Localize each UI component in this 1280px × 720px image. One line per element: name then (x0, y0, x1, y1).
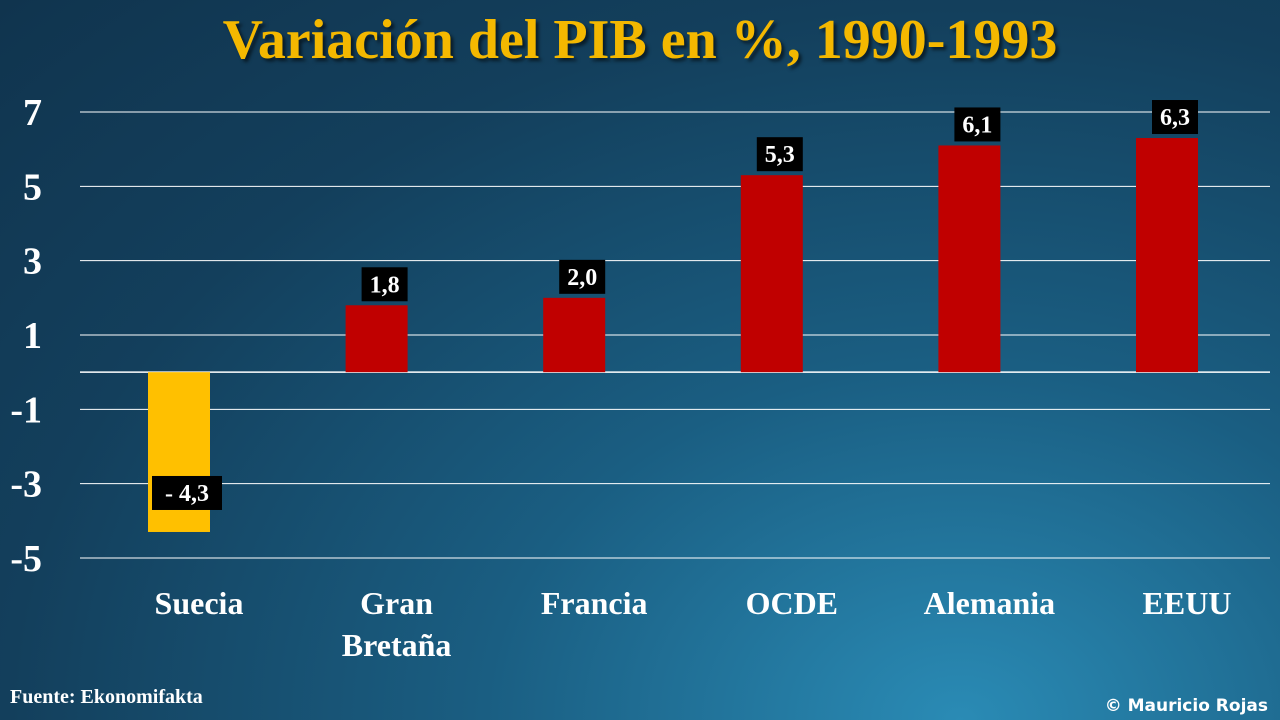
y-tick-label: 3 (23, 241, 42, 283)
bar (740, 175, 803, 373)
x-category-line: Bretaña (342, 627, 452, 663)
x-category-label: Alemania (924, 585, 1056, 621)
x-category-label: Suecia (155, 585, 244, 621)
data-label: - 4,3 (165, 481, 209, 507)
data-label: 1,8 (370, 272, 400, 298)
x-category-label: EEUU (1143, 585, 1232, 621)
bar (543, 297, 606, 373)
data-label: 2,0 (567, 265, 597, 291)
gridlines (80, 111, 1270, 559)
x-category-line: OCDE (746, 585, 838, 621)
data-label: 6,3 (1160, 105, 1190, 131)
x-category-line: EEUU (1143, 585, 1232, 621)
data-label: 5,3 (765, 142, 795, 168)
y-tick-label: 7 (23, 92, 42, 134)
data-label: 6,1 (962, 112, 992, 138)
y-axis-ticks: 7 5 3 1 -1 -3 -5 (10, 92, 42, 580)
data-labels: - 4,3 1,8 2,0 5,3 6,1 6,3 (152, 100, 1198, 510)
chart-title: Variación del PIB en %, 1990-1993 (222, 9, 1058, 71)
bar (938, 145, 1001, 373)
y-tick-label: -3 (10, 464, 42, 506)
data-label-box (1152, 100, 1198, 135)
x-axis-categories: Suecia Gran Bretaña Francia OCDE Alemania EEUU (155, 585, 1232, 663)
x-category-line: Francia (541, 585, 648, 621)
y-tick-label: 1 (23, 315, 42, 357)
data-label-box (361, 267, 408, 302)
bar (345, 305, 408, 373)
copyright-note: © Mauricio Rojas (1104, 696, 1268, 716)
data-label-box (152, 475, 222, 510)
bar (1136, 138, 1198, 373)
data-label-box (756, 137, 803, 172)
x-category-label: OCDE (746, 585, 838, 621)
data-label-box (954, 107, 1001, 142)
x-category-line: Gran (360, 585, 433, 621)
y-tick-label: -5 (10, 538, 42, 580)
x-category-label: Gran Bretaña (342, 585, 452, 663)
x-category-line: Alemania (924, 585, 1056, 621)
y-tick-label: 5 (23, 166, 42, 208)
y-tick-label: -1 (10, 389, 42, 431)
data-label-box (559, 259, 606, 294)
source-note: Fuente: Ekonomifakta (10, 686, 203, 708)
x-category-line: Suecia (155, 585, 244, 621)
x-category-label: Francia (541, 585, 648, 621)
